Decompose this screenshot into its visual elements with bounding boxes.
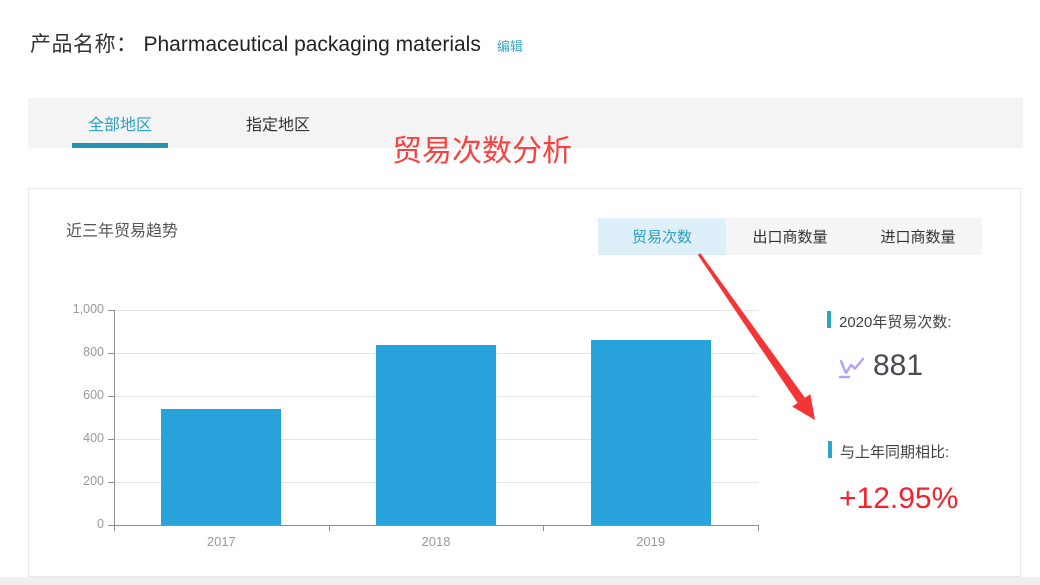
comparison-label: 与上年同期相比: [840,444,950,461]
metric-tab-trade-count-label: 贸易次数 [631,229,692,246]
product-name-value: Pharmaceutical packaging materials [143,33,481,56]
page-header: 产品名称： Pharmaceutical packaging materials… [30,28,523,58]
bar-chart: 0 200 400 600 800 1,000 2017 2018 2019 [73,302,759,549]
x-axis-line [114,525,759,526]
tab-specified-regions-label: 指定地区 [245,117,310,134]
y-axis-label: 1,000 [72,302,104,316]
x-axis-label: 2019 [636,534,666,549]
edit-link[interactable]: 编辑 [496,39,523,54]
current-year-value: 881 [873,349,924,382]
annotation-text: 贸易次数分析 [392,135,572,168]
y-axis-label: 600 [83,388,104,402]
stat-accent-bar [828,441,832,458]
product-name-label: 产品名称： [30,33,138,56]
y-axis-line [114,310,115,526]
metric-tab-exporters[interactable]: 出口商数量 [726,218,854,255]
metric-tab-importers-label: 进口商数量 [880,229,956,246]
stat-accent-bar [827,311,831,328]
metric-tabs: 贸易次数 出口商数量 进口商数量 [598,218,982,255]
metric-tab-importers[interactable]: 进口商数量 [854,218,982,255]
bar-2019[interactable] [590,339,711,525]
x-axis-tick [758,526,759,531]
bar-2018[interactable] [376,345,496,525]
line-chart-icon [837,355,866,387]
bar-2017[interactable] [161,408,282,525]
y-axis-label: 0 [97,517,104,531]
tab-specified-regions[interactable]: 指定地区 [208,98,348,148]
y-axis-tick [108,396,114,397]
x-axis-label: 2018 [421,534,451,549]
trend-panel: 近三年贸易趋势 贸易次数 出口商数量 进口商数量 0 200 400 600 800 1,… [28,188,1021,577]
current-year-label: 2020年贸易次数: [839,314,952,331]
y-axis-tick [108,482,114,483]
x-axis-tick [543,526,545,531]
y-axis-label: 800 [83,345,104,359]
metric-tab-exporters-label: 出口商数量 [752,229,828,246]
y-axis-tick [108,525,114,526]
x-axis-label: 2017 [206,534,236,549]
tab-all-regions[interactable]: 全部地区 [50,98,190,148]
y-axis-label: 400 [83,431,104,445]
y-axis-label: 200 [83,474,104,488]
panel-title: 近三年贸易趋势 [66,223,179,240]
y-axis-tick [108,439,114,440]
y-axis-tick [108,353,114,354]
region-tabbar: 全部地区 指定地区 [28,98,1023,148]
x-axis-tick [114,526,115,531]
active-tab-underline [72,143,168,148]
x-axis-tick [328,526,330,531]
tab-all-regions-label: 全部地区 [87,117,152,134]
red-arrow-annotation [697,253,815,420]
y-axis-tick [108,310,114,311]
comparison-value: +12.95% [839,482,959,515]
gridline [114,310,758,311]
metric-tab-trade-count[interactable]: 贸易次数 [598,218,726,255]
bottom-strip [0,577,1040,585]
